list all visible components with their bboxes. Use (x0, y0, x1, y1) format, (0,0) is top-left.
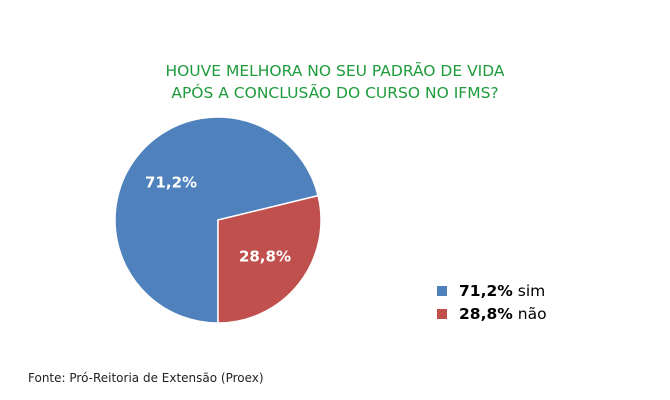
slice-label-sim: 71,2% (145, 174, 197, 192)
slice-label-nao: 28,8% (239, 247, 291, 265)
legend-item-sim: 71,2% sim (437, 279, 547, 302)
chart-title-line-2: APÓS A CONCLUSÃO DO CURSO NO IFMS? (171, 84, 499, 102)
legend-item-nao: 28,8% não (437, 302, 547, 325)
pie-slice-sim (114, 116, 319, 324)
source-note: Fonte: Pró-Reitoria de Extensão (Proex) (28, 371, 264, 385)
legend-label-nao: não (517, 304, 547, 323)
legend-swatch-sim (437, 285, 447, 296)
legend-value-sim: 71,2% (459, 281, 513, 300)
chart-title: HOUVE MELHORA NO SEU PADRÃO DE VIDA APÓS… (0, 60, 670, 104)
legend: 71,2% sim 28,8% não (437, 279, 547, 325)
legend-value-nao: 28,8% (459, 304, 513, 323)
legend-label-sim: sim (517, 281, 546, 300)
pie-slice-nao (217, 194, 322, 324)
legend-swatch-nao (437, 308, 447, 319)
chart-title-line-1: HOUVE MELHORA NO SEU PADRÃO DE VIDA (165, 62, 505, 80)
